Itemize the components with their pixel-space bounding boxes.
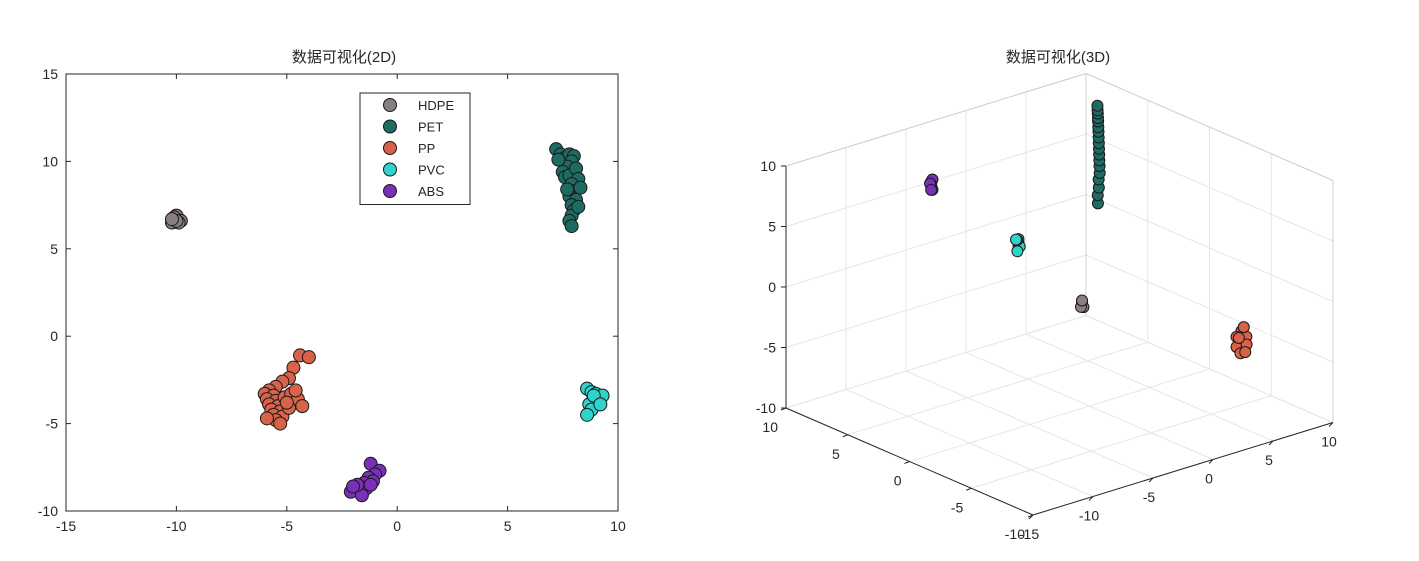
grid-wall-x-z <box>1085 254 1334 363</box>
grid-wall-y-z <box>785 254 1087 348</box>
point3d-pp <box>1232 331 1245 344</box>
x-tick-mark <box>1088 496 1094 501</box>
point-pvc <box>580 407 595 422</box>
point3d-hdpe <box>1076 294 1089 307</box>
legend-label-hdpe: HDPE <box>418 98 454 113</box>
x-tick-label: -15 <box>1019 526 1039 542</box>
y-tick-mark <box>1027 514 1034 518</box>
legend-box <box>359 92 471 205</box>
x-tick-label: 0 <box>393 518 401 534</box>
legend-label-pvc: PVC <box>418 163 445 178</box>
box-edge <box>1085 73 1334 181</box>
point-abs <box>346 479 361 494</box>
grid-wall-x-z <box>1085 194 1334 302</box>
y-tick-label: 10 <box>42 153 58 169</box>
point-pp <box>259 411 274 426</box>
z-tick-label: 0 <box>768 279 776 295</box>
point3d-abs <box>925 183 938 196</box>
point3d-pp <box>1237 321 1250 334</box>
legend-marker-hdpe <box>383 98 397 112</box>
y-tick-label: -5 <box>951 499 964 515</box>
y-tick-mark <box>842 434 848 438</box>
x-tick-mark <box>1148 477 1154 483</box>
point-abs <box>363 477 378 492</box>
grid-wall-x-z <box>1085 315 1334 423</box>
chart-2d-points <box>164 142 610 503</box>
x-tick-mark <box>1208 459 1214 464</box>
box-edge <box>785 73 1087 167</box>
legend-marker-abs <box>383 184 397 198</box>
point3d-pvc <box>1010 233 1023 246</box>
y-tick-label: 15 <box>42 66 58 82</box>
x-tick-label: -5 <box>1143 489 1156 505</box>
x-tick-label: -5 <box>281 518 294 534</box>
y-tick-label: -10 <box>38 503 58 519</box>
x-tick-mark <box>1328 422 1334 427</box>
y-tick-label: 5 <box>832 446 840 462</box>
x-tick-label: -15 <box>56 518 76 534</box>
legend-marker-pp <box>383 141 397 155</box>
z-tick-label: 5 <box>768 219 776 235</box>
chart-2d-plot-frame <box>65 73 619 512</box>
point3d-pet <box>1091 99 1104 112</box>
y-tick-label: 0 <box>894 473 902 489</box>
point3d-pp <box>1239 346 1252 359</box>
legend-marker-pet <box>383 119 397 134</box>
x-tick-mark <box>1268 440 1274 446</box>
y-tick-mark <box>966 487 972 491</box>
point-pp <box>295 399 310 414</box>
legend-label-abs: ABS <box>418 184 444 199</box>
grid-floor-y <box>847 341 1148 436</box>
legend-label-pp: PP <box>418 141 435 156</box>
chart-3d-title: 数据可视化(3D) <box>1006 49 1110 66</box>
point-pet <box>560 182 575 197</box>
axis-x-line <box>1032 422 1334 516</box>
point-pp <box>301 350 316 365</box>
y-tick-mark <box>904 461 910 464</box>
x-tick-label: 5 <box>504 518 512 534</box>
z-tick-label: -5 <box>764 340 777 356</box>
legend-marker-pvc <box>383 162 397 177</box>
legend-label-pet: PET <box>418 120 443 135</box>
point-pvc <box>593 397 608 412</box>
x-tick-label: 10 <box>1321 434 1337 450</box>
chart-3d-points <box>924 99 1253 360</box>
chart-2d-title: 数据可视化(2D) <box>292 49 396 66</box>
point-pp <box>279 395 294 410</box>
grid-wall-y-z <box>785 315 1087 409</box>
z-tick-label: -10 <box>756 400 776 416</box>
point3d-pvc <box>1011 245 1024 258</box>
point-pp <box>273 416 288 431</box>
x-tick-label: 5 <box>1265 452 1273 468</box>
point-pet <box>551 152 566 167</box>
y-tick-label: 5 <box>50 241 58 257</box>
y-tick-label: 0 <box>50 328 58 344</box>
y-tick-label: -5 <box>46 416 59 432</box>
z-tick-label: 10 <box>760 158 776 174</box>
x-tick-label: 10 <box>610 518 626 534</box>
grid-wall-x-z <box>1085 133 1334 242</box>
y-tick-label: -10 <box>1005 526 1025 542</box>
chart-2d-legend: HDPE PET PP PVC ABS <box>359 92 471 205</box>
grid-wall-y-z <box>785 194 1087 288</box>
x-tick-label: -10 <box>1079 508 1099 524</box>
grid-floor-y <box>909 368 1210 462</box>
point-pet <box>564 219 579 234</box>
x-tick-label: 0 <box>1205 471 1213 487</box>
grid-floor-y <box>971 395 1272 489</box>
point-pp <box>288 383 303 398</box>
point-pet <box>573 180 588 195</box>
x-tick-label: -10 <box>166 518 186 534</box>
chart-3d-grid <box>785 73 1334 516</box>
y-tick-label: 10 <box>762 419 778 435</box>
point-pet <box>571 199 586 214</box>
point-hdpe <box>164 212 179 227</box>
